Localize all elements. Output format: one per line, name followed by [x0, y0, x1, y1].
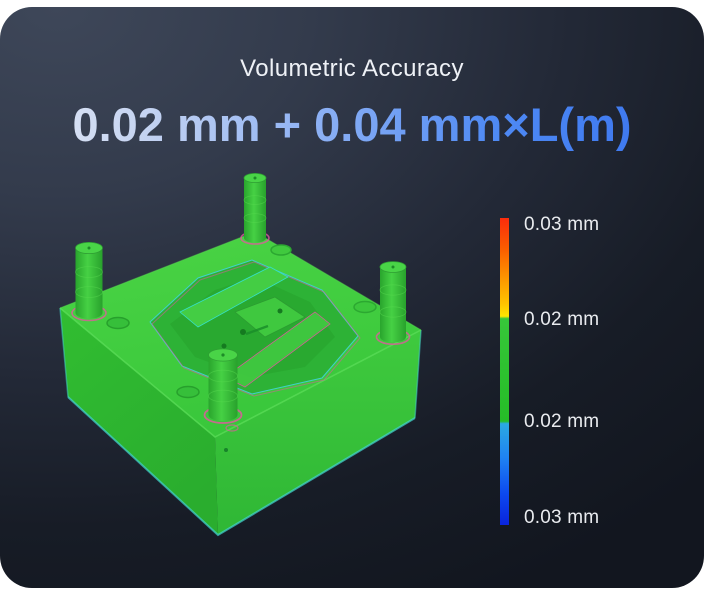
guide-post-back: [240, 172, 270, 245]
accuracy-spec-headline: 0.02 mm + 0.04 mm×L(m): [0, 97, 704, 152]
accuracy-card: Volumetric Accuracy 0.02 mm + 0.04 mm×L(…: [0, 7, 704, 588]
deviation-colorbar: [500, 218, 509, 525]
mold-block-3d-scan-icon: [59, 172, 422, 537]
card-title: Volumetric Accuracy: [240, 55, 464, 82]
guide-post-left: [71, 242, 107, 322]
guide-post-front: [203, 348, 243, 424]
colorbar-label-upper-mid: 0.02 mm: [524, 309, 600, 330]
colorbar-label-bottom: 0.03 mm: [524, 507, 600, 528]
guide-post-right: [375, 261, 411, 346]
colorbar-label-top: 0.03 mm: [524, 214, 600, 235]
colorbar-label-lower-mid: 0.02 mm: [524, 411, 600, 432]
